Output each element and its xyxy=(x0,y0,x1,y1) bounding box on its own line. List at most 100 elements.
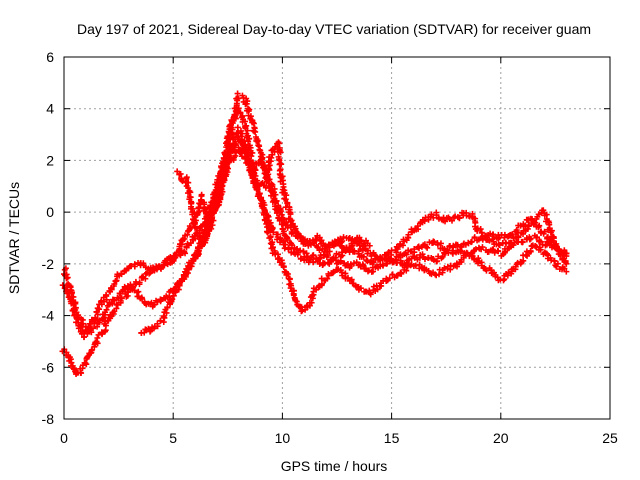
data-point-marker xyxy=(256,190,263,197)
data-point-marker xyxy=(198,234,205,241)
y-tick-label: -6 xyxy=(42,359,55,375)
data-point-marker xyxy=(355,248,362,255)
data-point-marker xyxy=(287,211,294,218)
data-point-marker xyxy=(136,279,143,286)
data-point-marker xyxy=(298,235,305,242)
data-point-marker xyxy=(431,239,438,246)
data-point-marker xyxy=(471,234,478,241)
data-point-marker xyxy=(261,182,268,189)
data-point-marker xyxy=(294,245,301,252)
data-point-marker xyxy=(183,174,190,181)
data-point-marker xyxy=(421,256,428,263)
data-point-marker xyxy=(398,270,405,277)
data-point-marker xyxy=(219,164,226,171)
data-point-marker xyxy=(449,250,456,257)
data-point-marker xyxy=(275,139,282,146)
data-point-marker xyxy=(181,248,188,255)
data-point-marker xyxy=(237,109,244,116)
data-point-marker xyxy=(340,234,347,241)
data-point-marker xyxy=(112,278,119,285)
y-tick-label: 4 xyxy=(46,101,54,117)
data-point-marker xyxy=(78,370,85,377)
data-point-marker xyxy=(64,290,71,297)
data-point-marker xyxy=(297,255,304,262)
data-point-marker xyxy=(412,262,419,269)
data-point-marker xyxy=(494,247,501,254)
data-point-marker xyxy=(515,234,522,241)
data-point-marker xyxy=(234,90,241,97)
data-point-marker xyxy=(491,249,498,256)
data-point-marker xyxy=(272,191,279,198)
data-point-marker xyxy=(266,162,273,169)
data-point-marker xyxy=(198,191,205,198)
data-point-marker xyxy=(256,146,263,153)
data-point-marker xyxy=(370,259,377,266)
data-point-marker xyxy=(83,361,90,368)
data-point-marker xyxy=(249,119,256,126)
data-point-marker xyxy=(557,250,564,257)
data-point-marker xyxy=(273,198,280,205)
data-point-marker xyxy=(563,260,570,267)
data-point-marker xyxy=(468,238,475,245)
data-point-marker xyxy=(421,218,428,225)
y-tick-label: 0 xyxy=(46,204,54,220)
data-point-marker xyxy=(522,251,529,258)
data-point-marker xyxy=(85,325,92,332)
data-point-marker xyxy=(454,241,461,248)
data-point-marker xyxy=(559,256,566,263)
data-point-marker xyxy=(449,217,456,224)
data-point-marker xyxy=(280,263,287,270)
data-point-marker xyxy=(394,246,401,253)
grid-lines xyxy=(64,57,610,419)
data-point-marker xyxy=(178,276,185,283)
data-point-marker xyxy=(379,256,386,263)
data-point-marker xyxy=(411,249,418,256)
data-points xyxy=(59,90,570,378)
x-axis-label: GPS time / hours xyxy=(281,458,388,474)
data-point-marker xyxy=(513,227,520,234)
data-point-marker xyxy=(282,196,289,203)
data-point-marker xyxy=(353,259,360,266)
y-tick-label: -2 xyxy=(42,256,55,272)
data-point-marker xyxy=(317,254,324,261)
data-point-marker xyxy=(332,254,339,261)
data-point-marker xyxy=(172,284,179,291)
data-point-marker xyxy=(139,273,146,280)
data-point-marker xyxy=(284,200,291,207)
y-tick-label: 6 xyxy=(46,49,54,65)
y-tick-label: -4 xyxy=(42,308,55,324)
data-point-marker xyxy=(283,271,290,278)
data-point-marker xyxy=(348,276,355,283)
data-point-marker xyxy=(425,216,432,223)
data-point-marker xyxy=(265,228,272,235)
data-point-marker xyxy=(267,234,274,241)
data-point-marker xyxy=(115,295,122,302)
data-point-marker xyxy=(433,258,440,265)
data-point-marker xyxy=(404,234,411,241)
data-point-marker xyxy=(295,231,302,238)
data-point-marker xyxy=(103,293,110,300)
data-point-marker xyxy=(374,286,381,293)
data-point-marker xyxy=(267,240,274,247)
data-point-marker xyxy=(63,275,70,282)
data-point-marker xyxy=(479,244,486,251)
data-point-marker xyxy=(444,246,451,253)
data-point-marker xyxy=(161,314,168,321)
data-point-marker xyxy=(357,285,364,292)
data-point-marker xyxy=(285,245,292,252)
data-point-marker xyxy=(191,251,198,258)
data-point-marker xyxy=(266,235,273,242)
data-point-marker xyxy=(258,160,265,167)
data-point-marker xyxy=(294,251,301,258)
series-trace-2 xyxy=(60,124,570,336)
data-point-marker xyxy=(366,289,373,296)
data-point-marker xyxy=(306,237,313,244)
data-point-marker xyxy=(290,290,297,297)
data-point-marker xyxy=(509,231,516,238)
data-point-marker xyxy=(292,297,299,304)
y-tick-label: -8 xyxy=(42,411,55,427)
data-point-marker xyxy=(541,212,548,219)
data-point-marker xyxy=(94,305,101,312)
data-point-marker xyxy=(478,259,485,266)
data-point-marker xyxy=(177,241,184,248)
